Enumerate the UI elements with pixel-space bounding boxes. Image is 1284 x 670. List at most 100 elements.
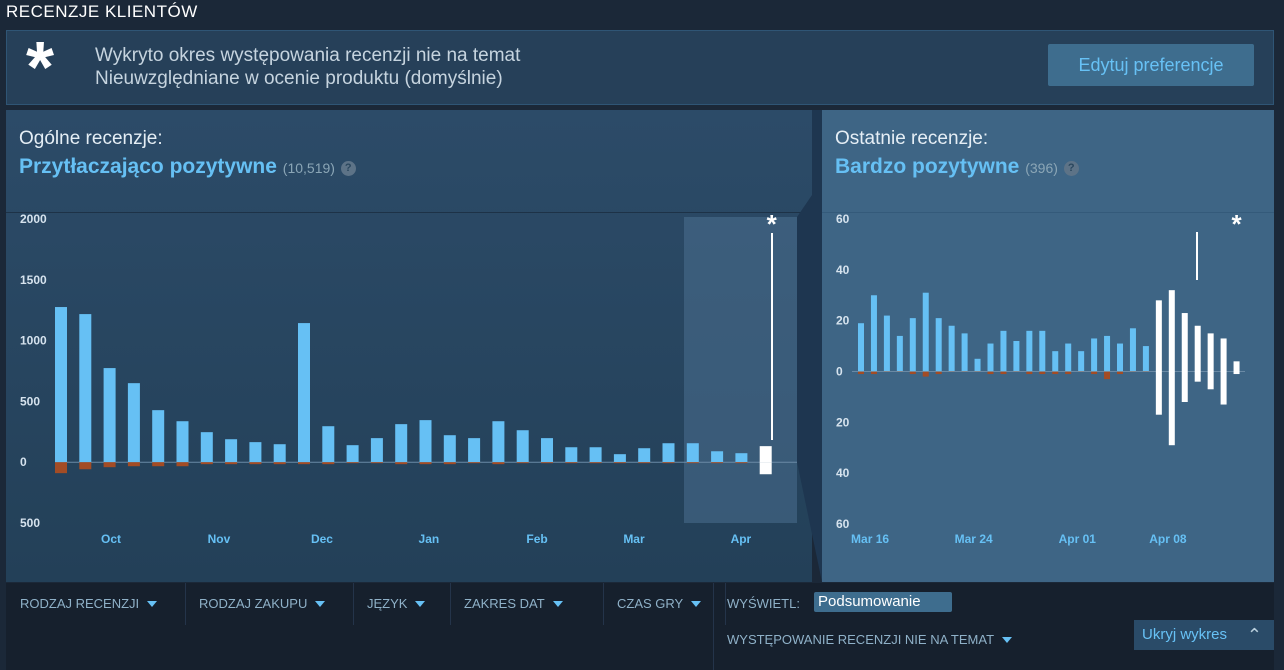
- bar: [883, 371, 890, 372]
- bar: [541, 462, 553, 464]
- bar: [419, 420, 432, 463]
- review-count: (10,519): [282, 160, 335, 176]
- filter-dropdown[interactable]: RODZAJ RECENZJI: [6, 583, 186, 625]
- y-tick-label: 500: [20, 516, 40, 530]
- help-icon[interactable]: ?: [1063, 161, 1079, 176]
- bar: [948, 325, 955, 372]
- bar: [613, 454, 626, 463]
- bar: [961, 371, 968, 372]
- bar: [662, 462, 675, 464]
- bar: [1052, 371, 1059, 375]
- filter-bar: [6, 583, 1274, 670]
- filter-label: CZAS GRY: [617, 596, 684, 611]
- bar: [1065, 371, 1072, 375]
- bar: [759, 462, 772, 475]
- hide-chart-button[interactable]: Ukryj wykres ⌃: [1134, 620, 1274, 650]
- bar: [395, 424, 408, 463]
- dropdown-arrow: [315, 601, 326, 607]
- bar: [1000, 371, 1007, 375]
- notice-text: Wykryto okres występowania recenzji nie …: [95, 45, 521, 66]
- filter-dropdown[interactable]: ZAKRES DAT: [450, 583, 604, 625]
- y-tick-label: 40: [836, 466, 850, 480]
- bar: [1013, 371, 1020, 372]
- bar: [858, 323, 864, 372]
- bar: [1065, 343, 1072, 372]
- y-tick-label: 500: [20, 394, 40, 408]
- display-select[interactable]: Podsumowanie: [814, 592, 952, 612]
- bar: [55, 307, 67, 463]
- bar: [1026, 371, 1033, 375]
- filter-dropdown[interactable]: RODZAJ ZAKUPU: [185, 583, 354, 625]
- bar: [589, 447, 602, 463]
- dropdown-arrow: [691, 601, 702, 607]
- bar: [1142, 371, 1149, 372]
- bar: [516, 462, 529, 464]
- bar: [961, 333, 968, 372]
- bar: [127, 462, 140, 467]
- bar: [735, 462, 748, 464]
- bar: [419, 462, 432, 465]
- bar: [541, 438, 553, 463]
- y-tick-label: 0: [20, 455, 27, 469]
- bar: [1233, 361, 1240, 372]
- bar: [468, 462, 481, 464]
- bar: [492, 421, 505, 463]
- bar: [176, 421, 189, 463]
- bar: [346, 462, 359, 464]
- bar: [686, 462, 699, 464]
- y-tick-label: 0: [836, 365, 843, 379]
- bar: [298, 323, 310, 463]
- offtopic-filter[interactable]: WYSTĘPOWANIE RECENZJI NIE NA TEMAT: [727, 632, 1013, 647]
- dropdown-arrow: [1002, 637, 1013, 643]
- bar: [858, 371, 864, 375]
- bar: [1168, 371, 1175, 446]
- help-icon[interactable]: ?: [340, 161, 356, 176]
- x-tick-label: Mar 24: [955, 532, 993, 546]
- filter-label: RODZAJ ZAKUPU: [199, 596, 308, 611]
- bar: [1155, 300, 1162, 372]
- bar: [1026, 330, 1033, 372]
- filter-label: WYSTĘPOWANIE RECENZJI NIE NA TEMAT: [727, 632, 995, 647]
- x-tick-label: Oct: [101, 532, 121, 546]
- button-label: Ukryj wykres: [1142, 626, 1227, 643]
- bar: [565, 462, 578, 464]
- annotation: *: [767, 209, 778, 239]
- bar: [638, 462, 651, 464]
- bar: [1117, 371, 1123, 375]
- bar: [686, 443, 699, 463]
- y-tick-label: 1000: [20, 334, 47, 348]
- filter-dropdown[interactable]: CZAS GRY: [603, 583, 726, 625]
- bar: [1039, 371, 1046, 375]
- y-tick-label: 2000: [20, 212, 47, 226]
- bar: [225, 439, 238, 463]
- overall-panel: Ogólne recenzje: Przytłaczająco pozytywn…: [6, 110, 812, 582]
- bar: [735, 453, 748, 463]
- bar: [711, 462, 724, 464]
- bar: [909, 371, 916, 375]
- bar: [1078, 371, 1085, 372]
- dropdown-arrow: [552, 601, 563, 607]
- bar: [922, 292, 929, 372]
- section-title: RECENZJE KLIENTÓW: [6, 2, 198, 21]
- y-tick-label: 40: [836, 263, 850, 277]
- bar: [273, 444, 286, 463]
- bar: [1142, 346, 1149, 372]
- bar: [883, 315, 890, 372]
- bar: [1207, 333, 1214, 372]
- filter-dropdown[interactable]: JĘZYK: [353, 583, 451, 625]
- bar: [1091, 338, 1098, 372]
- preferences-button[interactable]: Edytuj preferencje: [1048, 44, 1254, 86]
- bar: [127, 383, 140, 463]
- x-tick-label: Apr 01: [1059, 532, 1097, 546]
- filter-label: ZAKRES DAT: [464, 596, 545, 611]
- review-count: (396): [1025, 160, 1058, 176]
- bar: [896, 371, 903, 372]
- bar: [346, 445, 359, 463]
- filter-label: JĘZYK: [367, 596, 408, 611]
- y-tick-label: 60: [836, 517, 850, 531]
- bar: [1013, 341, 1020, 372]
- bar: [225, 462, 238, 465]
- x-tick-label: Nov: [208, 532, 231, 546]
